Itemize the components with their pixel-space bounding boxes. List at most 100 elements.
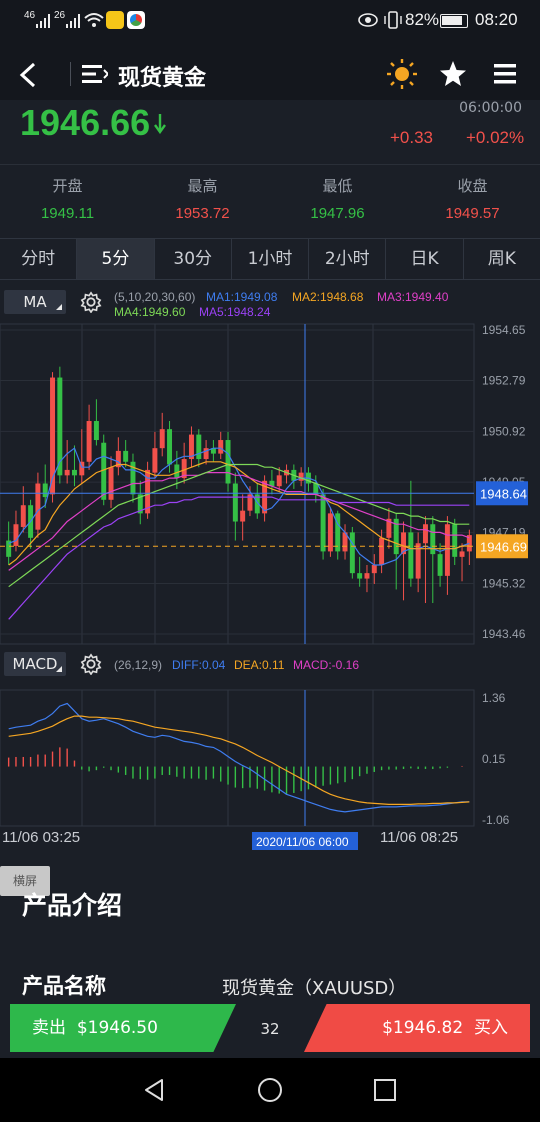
price-change-percent: +0.02% bbox=[466, 128, 525, 147]
macd-settings-gear-icon[interactable] bbox=[80, 653, 102, 675]
price-tick-label: 1945.32 bbox=[482, 576, 526, 590]
candle-body bbox=[218, 440, 224, 454]
stat-value: 1949.57 bbox=[445, 205, 500, 222]
back-icon[interactable] bbox=[18, 62, 38, 88]
network-type-1: 46 bbox=[24, 10, 36, 21]
tab-weekly[interactable]: 周K bbox=[487, 249, 516, 269]
candle-body bbox=[57, 377, 63, 476]
clock: 08:20 bbox=[475, 10, 518, 29]
candle-body bbox=[422, 524, 428, 544]
candle-body bbox=[210, 448, 216, 454]
quote-panel: 1946.66 06:00:00 +0.33 +0.02% bbox=[0, 100, 540, 164]
price-axis: 1954.651952.791950.921949.051947.191945.… bbox=[0, 323, 528, 641]
macd-diff-value: DIFF:0.04 bbox=[172, 658, 226, 672]
candle-body bbox=[79, 461, 85, 476]
tab-daily[interactable]: 日K bbox=[386, 239, 464, 279]
ma5-value: MA5:1948.24 bbox=[199, 305, 271, 319]
macd-indicator-select[interactable]: MACD bbox=[4, 652, 66, 676]
tab-timeshare[interactable]: 分时 bbox=[0, 239, 78, 279]
candle-body bbox=[225, 440, 231, 484]
candle-body bbox=[408, 532, 414, 579]
buy-price: $1946.82 bbox=[382, 1018, 464, 1038]
macd-diff-line bbox=[8, 702, 470, 813]
candle-body bbox=[123, 450, 129, 462]
signal-icon-2 bbox=[66, 14, 80, 28]
candle-body bbox=[13, 524, 19, 546]
candle-body bbox=[247, 494, 253, 511]
macd-grid bbox=[0, 689, 475, 827]
candle-body bbox=[137, 494, 143, 514]
current-price: 1946.66 bbox=[20, 102, 151, 143]
last-price-tag bbox=[476, 534, 528, 559]
candle-body bbox=[64, 469, 70, 476]
macd-indicator-row: MACD (26,12,9) DIFF:0.04 DEA:0.11 MACD:-… bbox=[0, 648, 540, 682]
candle-body bbox=[203, 448, 209, 460]
candle-body bbox=[232, 483, 238, 522]
candle-body bbox=[393, 518, 399, 555]
product-name-label: 产品名称 bbox=[22, 974, 106, 998]
candle-body bbox=[386, 518, 392, 538]
candle-body bbox=[371, 564, 377, 574]
macd-chart[interactable]: 1.36 0.15 -1.06 11/06 03:25 2020/11/06 06:00… bbox=[0, 686, 540, 850]
status-bar: 46 26 82% 08:20 bbox=[0, 0, 540, 42]
nav-home-icon[interactable] bbox=[257, 1077, 283, 1103]
nav-back-icon[interactable] bbox=[142, 1078, 166, 1102]
candle-body bbox=[342, 532, 348, 552]
stat-label: 最高 bbox=[187, 177, 218, 195]
stat-value: 1947.96 bbox=[310, 205, 365, 222]
price-tick-label: 1950.92 bbox=[482, 424, 526, 438]
candle-body bbox=[152, 448, 158, 473]
tab-30min[interactable]: 30分 bbox=[155, 239, 232, 279]
stat-low: 最低 1947.96 bbox=[270, 165, 405, 222]
ma-indicator-select[interactable]: MA bbox=[4, 290, 66, 314]
star-favorite-icon[interactable] bbox=[439, 60, 467, 88]
candle-body bbox=[240, 510, 246, 522]
candle-body bbox=[415, 543, 421, 579]
tab-5min[interactable]: 5分 bbox=[77, 239, 155, 279]
candle-body bbox=[181, 459, 187, 479]
sell-button[interactable]: 卖出 $1946.50 bbox=[10, 1004, 236, 1052]
buy-button[interactable]: $1946.82 买入 bbox=[304, 1004, 530, 1052]
tab-1hour[interactable]: 1小时 bbox=[232, 239, 310, 279]
ma2-value: MA2:1948.68 bbox=[292, 290, 364, 304]
candle-body bbox=[357, 573, 363, 579]
macd-tick-label: 0.15 bbox=[482, 752, 506, 766]
ohlc-stats: 开盘 1949.11 最高 1953.72 最低 1947.96 收盘 1949… bbox=[0, 164, 540, 236]
candle-body bbox=[174, 464, 180, 479]
ma-settings-gear-icon[interactable] bbox=[80, 291, 102, 313]
nav-recents-icon[interactable] bbox=[373, 1078, 397, 1102]
menu-list-icon[interactable] bbox=[82, 64, 108, 84]
tab-2hour[interactable]: 2小时 bbox=[309, 239, 387, 279]
chart-frame bbox=[0, 323, 475, 645]
candle-body bbox=[466, 535, 472, 552]
candle-body bbox=[437, 554, 443, 576]
intro-heading: 产品介绍 bbox=[22, 891, 123, 920]
sun-theme-icon[interactable] bbox=[386, 58, 418, 90]
candle-body bbox=[101, 442, 107, 500]
candle-body bbox=[35, 483, 41, 530]
trade-bar: 卖出 $1946.50 32 $1946.82 买入 bbox=[0, 1002, 540, 1058]
candlestick-chart[interactable]: 1954.651952.791950.921949.051947.191945.… bbox=[0, 322, 540, 648]
ma-line-ma1 bbox=[8, 447, 470, 566]
ma-line-ma3 bbox=[8, 472, 470, 571]
more-menu-icon[interactable] bbox=[494, 62, 516, 86]
macd-frame bbox=[0, 689, 475, 827]
vibrate-icon bbox=[384, 11, 402, 29]
last-price-tag-label: 1946.69 bbox=[480, 539, 527, 554]
ma-indicator-label: MA bbox=[23, 293, 47, 311]
landscape-button[interactable]: 横屏 bbox=[0, 866, 50, 896]
header-divider bbox=[70, 62, 71, 86]
stat-value: 1953.72 bbox=[175, 205, 230, 222]
system-nav-bar bbox=[0, 1058, 540, 1122]
signal-icon bbox=[36, 14, 50, 28]
sell-label: 卖出 bbox=[32, 1018, 66, 1038]
candle-body bbox=[196, 434, 202, 460]
candle-body bbox=[254, 494, 260, 514]
macd-dea-value: DEA:0.11 bbox=[234, 658, 285, 672]
stat-open: 开盘 1949.11 bbox=[0, 165, 135, 222]
candle-body bbox=[50, 377, 56, 495]
app-header: 现货黄金 bbox=[0, 42, 540, 106]
stat-label: 收盘 bbox=[457, 177, 488, 195]
candle-body bbox=[269, 480, 275, 487]
candle-body bbox=[115, 450, 121, 468]
